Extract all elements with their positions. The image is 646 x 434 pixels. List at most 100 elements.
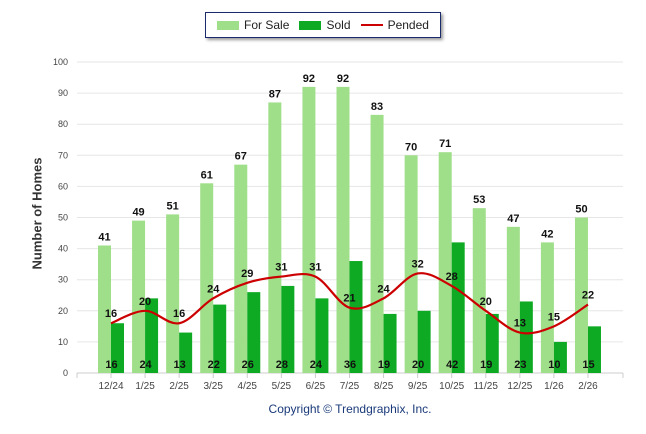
data-label-pended: 20 <box>480 296 492 308</box>
legend-label: For Sale <box>244 18 290 32</box>
x-tick-label: 7/25 <box>340 381 360 392</box>
x-tick-label: 6/25 <box>306 381 326 392</box>
data-label-for-sale: 41 <box>98 231 110 243</box>
data-label-pended: 16 <box>173 308 185 320</box>
legend-label: Pended <box>387 18 429 32</box>
x-tick-label: 3/25 <box>203 381 223 392</box>
y-tick-label: 80 <box>58 119 68 129</box>
data-label-pended: 15 <box>548 311 560 323</box>
y-tick-label: 20 <box>58 306 68 316</box>
data-label-pended: 13 <box>514 318 526 330</box>
data-label-sold: 19 <box>378 359 390 371</box>
bar-for-sale <box>132 220 146 373</box>
data-label-pended: 20 <box>139 296 151 308</box>
legend: For Sale Sold Pended <box>205 12 441 38</box>
data-label-for-sale: 50 <box>575 204 587 216</box>
data-label-sold: 24 <box>310 359 323 371</box>
y-tick-label: 70 <box>58 150 68 160</box>
x-tick-label: 12/24 <box>98 381 123 392</box>
data-label-pended: 21 <box>343 293 355 305</box>
bar-for-sale <box>98 245 111 373</box>
data-label-for-sale: 92 <box>337 73 349 85</box>
data-label-sold: 16 <box>105 359 117 371</box>
legend-swatch <box>299 20 322 30</box>
data-label-for-sale: 53 <box>473 194 485 206</box>
data-label-for-sale: 49 <box>132 207 144 219</box>
y-tick-label: 50 <box>58 213 68 223</box>
data-label-pended: 32 <box>412 258 424 270</box>
bar-sold <box>451 242 465 373</box>
bar-sold <box>281 285 295 373</box>
legend-item-sold[interactable]: Sold <box>299 18 351 32</box>
legend-item-pended[interactable]: Pended <box>360 18 429 32</box>
data-label-sold: 19 <box>480 359 492 371</box>
bar-sold <box>349 261 363 373</box>
x-tick-label: 11/25 <box>474 381 499 392</box>
data-label-sold: 28 <box>276 359 288 371</box>
data-label-for-sale: 61 <box>201 169 213 181</box>
y-tick-label: 0 <box>63 368 68 378</box>
bar-for-sale <box>472 208 486 373</box>
data-label-sold: 10 <box>548 359 560 371</box>
bar-sold <box>315 298 329 373</box>
bar-sold <box>417 310 431 373</box>
legend-item-for-sale[interactable]: For Sale <box>217 18 289 32</box>
data-label-sold: 22 <box>208 359 220 371</box>
y-tick-label: 60 <box>58 181 68 191</box>
data-label-sold: 23 <box>514 359 526 371</box>
data-label-sold: 26 <box>242 359 254 371</box>
y-axis-label: Number of Homes <box>29 157 45 270</box>
bar-sold <box>485 313 499 373</box>
bar-for-sale <box>336 86 350 373</box>
y-tick-label: 40 <box>58 244 68 254</box>
bar-for-sale <box>268 102 282 374</box>
bar-for-sale <box>574 217 588 373</box>
data-label-for-sale: 92 <box>303 73 315 85</box>
x-tick-label: 12/25 <box>507 381 532 392</box>
x-tick-label: 5/25 <box>272 381 292 392</box>
data-label-pended: 24 <box>377 283 390 295</box>
bar-sold <box>145 298 159 373</box>
legend-swatch <box>217 20 240 30</box>
legend-swatch <box>360 24 383 26</box>
x-tick-label: 2/25 <box>169 381 189 392</box>
x-tick-label: 2/26 <box>578 381 598 392</box>
data-label-for-sale: 51 <box>167 200 179 212</box>
data-label-pended: 22 <box>582 290 594 302</box>
bar-for-sale <box>506 226 520 373</box>
data-label-sold: 20 <box>412 359 424 371</box>
y-tick-label: 10 <box>58 337 68 347</box>
bar-sold <box>553 341 567 373</box>
bar-for-sale <box>302 86 316 373</box>
data-label-for-sale: 83 <box>371 101 383 113</box>
x-tick-label: 9/25 <box>408 381 428 392</box>
bar-sold <box>383 313 397 373</box>
x-tick-label: 4/25 <box>238 381 258 392</box>
legend-label: Sold <box>326 18 351 32</box>
bar-sold <box>179 332 193 373</box>
data-label-for-sale: 70 <box>405 141 417 153</box>
data-label-pended: 28 <box>446 271 458 283</box>
x-tick-label: 1/25 <box>135 381 155 392</box>
data-label-for-sale: 67 <box>235 151 247 163</box>
data-label-for-sale: 42 <box>541 228 553 240</box>
data-label-sold: 24 <box>139 359 152 371</box>
x-tick-label: 8/25 <box>374 381 394 392</box>
bar-for-sale <box>540 242 554 373</box>
bar-for-sale <box>234 164 248 373</box>
line-pended <box>110 272 589 335</box>
x-tick-label: 1/26 <box>544 381 564 392</box>
bar-for-sale <box>404 155 418 373</box>
bar-for-sale <box>370 114 384 374</box>
data-label-for-sale: 87 <box>269 88 281 100</box>
y-tick-label: 30 <box>58 275 68 285</box>
data-label-sold: 15 <box>582 359 594 371</box>
data-label-pended: 29 <box>241 268 253 280</box>
y-tick-label: 90 <box>58 88 68 98</box>
data-label-sold: 36 <box>344 359 356 371</box>
data-label-for-sale: 71 <box>439 138 451 150</box>
data-label-for-sale: 47 <box>507 213 519 225</box>
y-tick-label: 100 <box>53 57 68 67</box>
